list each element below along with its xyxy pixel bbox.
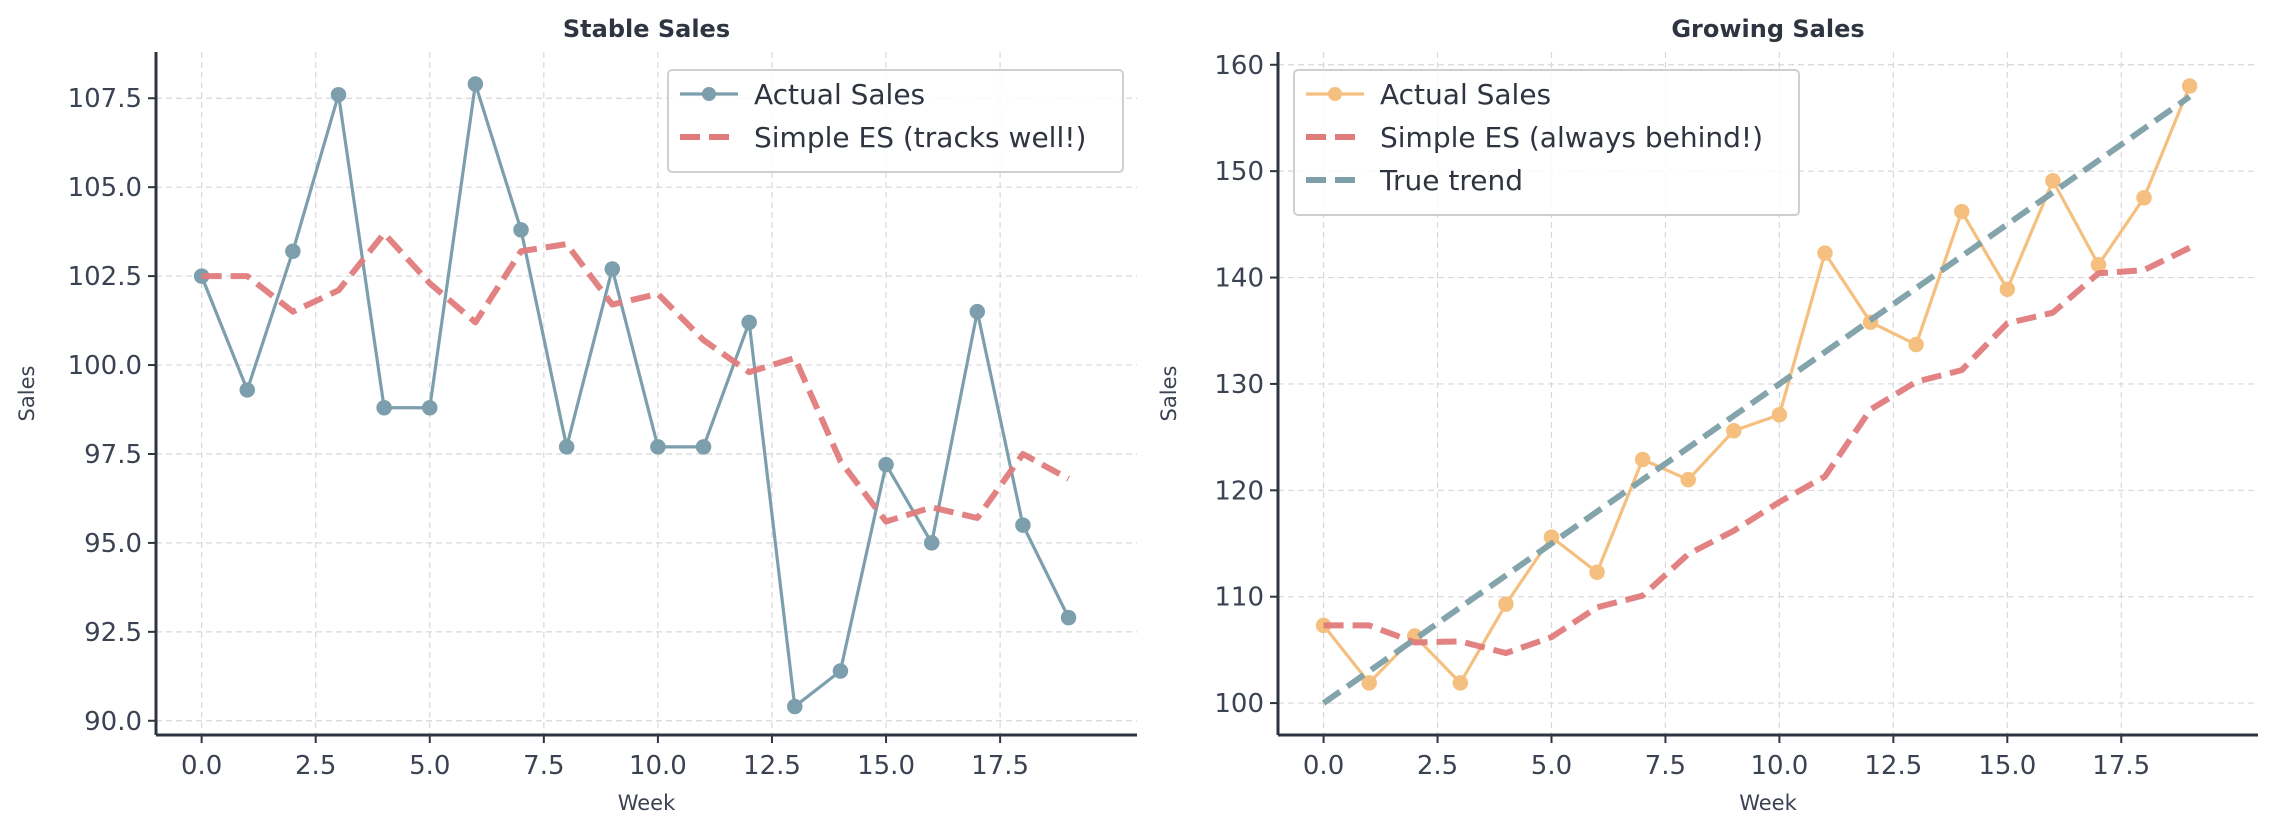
- y-tick-label: 102.5: [68, 262, 142, 292]
- data-point: [1953, 203, 1970, 220]
- legend: Actual Sales Simple ES (tracks well!): [667, 69, 1124, 173]
- series-line: [201, 230, 1070, 525]
- data-point: [558, 439, 575, 455]
- x-tick-label: 10.0: [629, 751, 687, 781]
- y-axis-label: Sales: [1157, 366, 1181, 422]
- legend-label: Actual Sales: [754, 78, 925, 111]
- legend-label: Simple ES (tracks well!): [754, 121, 1086, 154]
- y-tick-label: 120: [1214, 476, 1264, 506]
- data-point: [604, 261, 621, 277]
- legend: Actual Sales Simple ES (always behind!) Tr…: [1293, 69, 1800, 216]
- data-point: [1452, 675, 1469, 691]
- y-tick-label: 150: [1214, 157, 1264, 187]
- x-tick-label: 2.5: [295, 751, 336, 781]
- data-point: [330, 86, 347, 103]
- data-point: [878, 456, 894, 473]
- x-tick-label: 7.5: [1645, 751, 1686, 781]
- y-tick-label: 110: [1214, 583, 1264, 613]
- series-line: [200, 82, 1070, 709]
- y-axis-label: Sales: [15, 366, 39, 422]
- data-point: [467, 76, 484, 92]
- data-point: [923, 535, 940, 551]
- x-tick-label: 17.5: [971, 751, 1029, 781]
- y-tick-label: 97.5: [84, 440, 142, 470]
- x-tick-label: 5.0: [1531, 751, 1572, 781]
- x-tick-label: 2.5: [1417, 751, 1458, 781]
- data-point: [2136, 189, 2152, 206]
- data-point: [513, 222, 529, 238]
- legend-marker: [1328, 87, 1342, 101]
- data-point: [2045, 172, 2061, 189]
- x-tick-label: 12.5: [743, 751, 801, 781]
- data-point: [2090, 257, 2107, 273]
- chart-title: Growing Sales: [1671, 15, 1864, 43]
- y-tick-label: 140: [1214, 264, 1264, 294]
- legend-label: Actual Sales: [1380, 78, 1551, 111]
- data-point: [1015, 517, 1031, 533]
- series-line: [1323, 245, 2191, 657]
- y-tick-label: 100: [1214, 689, 1264, 719]
- data-point: [1361, 675, 1377, 691]
- x-tick-label: 0.0: [181, 751, 222, 781]
- x-tick-label: 7.5: [523, 751, 564, 781]
- series-true-trend: [1321, 94, 2192, 706]
- stable-sales-chart: 0.0 2.5 5.0 7.5 10.0 12.5 15.0 17.5 90.0 92.5 95.0…: [15, 15, 1137, 815]
- series-actual-sales: [193, 76, 1077, 715]
- data-point: [376, 399, 392, 416]
- x-tick-label: 17.5: [2092, 751, 2150, 781]
- legend-marker: [702, 87, 716, 101]
- x-axis-label: Week: [1739, 791, 1797, 815]
- data-point: [1060, 609, 1077, 626]
- data-point: [787, 698, 803, 715]
- x-axis-label: Week: [618, 791, 676, 815]
- data-point: [741, 314, 757, 331]
- data-point: [1771, 407, 1788, 423]
- x-tick-label: 12.5: [1864, 751, 1922, 781]
- data-point: [650, 439, 666, 455]
- x-tick-label: 5.0: [409, 751, 450, 781]
- y-tick-label: 107.5: [68, 84, 142, 114]
- data-point: [2181, 78, 2198, 94]
- data-point: [285, 243, 301, 259]
- y-tick-label: 130: [1214, 370, 1264, 400]
- grid: [156, 52, 1137, 735]
- legend-label: Simple ES (always behind!): [1380, 121, 1763, 154]
- data-point: [1726, 422, 1742, 439]
- series-simple-es-always-behind: [1323, 245, 2191, 657]
- data-point: [695, 439, 712, 455]
- data-point: [969, 303, 986, 320]
- y-tick-label: 160: [1214, 51, 1264, 81]
- data-point: [1817, 245, 1833, 261]
- legend-box: [667, 69, 1124, 173]
- y-tick-label: 95.0: [84, 529, 142, 559]
- legend-box: [1293, 69, 1800, 216]
- data-point: [1680, 471, 1696, 488]
- data-point: [239, 382, 256, 398]
- data-point: [832, 663, 849, 679]
- data-point: [1498, 596, 1514, 612]
- series-simple-es-tracks-well: [201, 230, 1070, 525]
- data-point: [1999, 281, 2016, 297]
- y-tick-label: 90.0: [84, 707, 142, 737]
- data-point: [1589, 564, 1605, 580]
- x-tick-label: 15.0: [1978, 751, 2036, 781]
- x-tick-label: 15.0: [857, 751, 915, 781]
- growing-sales-chart: 0.0 2.5 5.0 7.5 10.0 12.5 15.0 17.5 100 110 120 130…: [1157, 15, 2258, 815]
- data-point: [422, 399, 438, 416]
- y-tick-label: 100.0: [68, 351, 142, 381]
- y-tick-label: 92.5: [84, 618, 142, 648]
- y-tick-label: 105.0: [68, 173, 142, 203]
- data-point: [1634, 451, 1651, 468]
- series-line: [1321, 94, 2192, 706]
- legend-label: True trend: [1379, 164, 1523, 197]
- x-tick-label: 10.0: [1750, 751, 1808, 781]
- x-tick-label: 0.0: [1303, 751, 1344, 781]
- chart-title: Stable Sales: [563, 15, 730, 43]
- data-point: [1908, 336, 1924, 353]
